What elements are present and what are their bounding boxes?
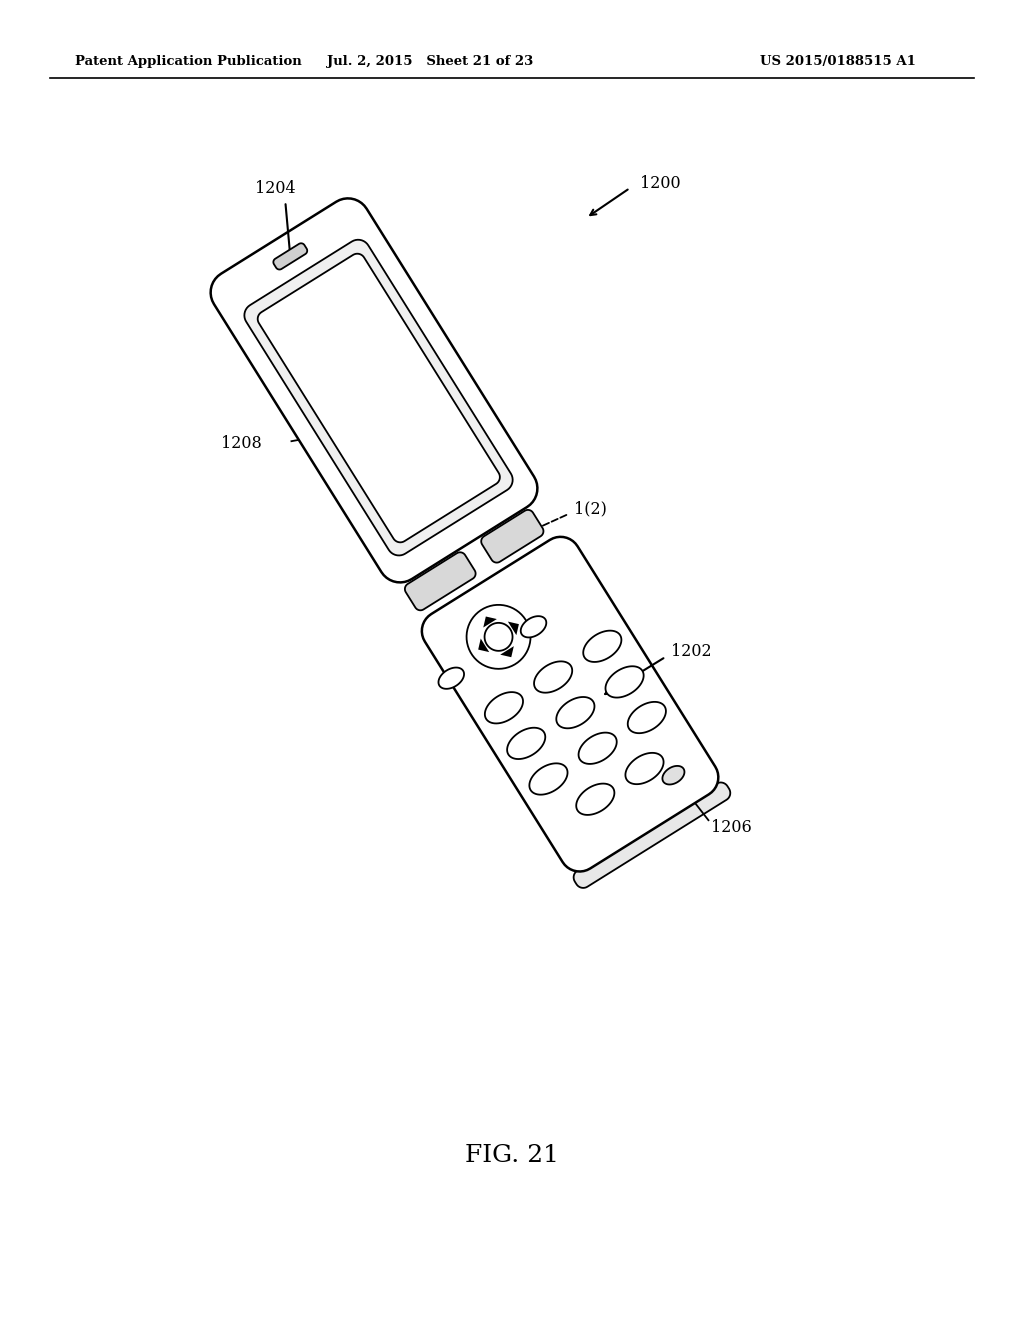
Polygon shape — [605, 667, 644, 697]
Polygon shape — [508, 622, 519, 635]
Polygon shape — [521, 616, 547, 638]
Polygon shape — [663, 766, 684, 784]
Polygon shape — [579, 733, 616, 764]
Text: 1200: 1200 — [640, 174, 681, 191]
Polygon shape — [484, 623, 513, 651]
Text: US 2015/0188515 A1: US 2015/0188515 A1 — [760, 55, 915, 69]
Polygon shape — [501, 647, 514, 657]
Polygon shape — [484, 692, 523, 723]
Polygon shape — [422, 537, 718, 871]
Polygon shape — [535, 661, 572, 693]
Polygon shape — [245, 240, 513, 556]
Text: 1202: 1202 — [671, 643, 712, 660]
Polygon shape — [211, 198, 538, 582]
Polygon shape — [529, 763, 567, 795]
Polygon shape — [507, 727, 545, 759]
Text: 1206: 1206 — [712, 818, 753, 836]
Text: Jul. 2, 2015   Sheet 21 of 23: Jul. 2, 2015 Sheet 21 of 23 — [327, 55, 534, 69]
Text: FIG. 21: FIG. 21 — [465, 1143, 559, 1167]
Polygon shape — [481, 510, 544, 562]
Polygon shape — [273, 243, 307, 269]
Polygon shape — [258, 253, 500, 543]
Polygon shape — [628, 702, 666, 733]
Polygon shape — [404, 552, 475, 610]
Text: 1204: 1204 — [255, 180, 296, 197]
Text: Patent Application Publication: Patent Application Publication — [75, 55, 302, 69]
Polygon shape — [478, 639, 489, 652]
Polygon shape — [438, 668, 464, 689]
Text: 1(2): 1(2) — [573, 500, 607, 517]
Polygon shape — [573, 783, 730, 888]
Polygon shape — [584, 631, 622, 661]
Text: 1208: 1208 — [221, 434, 262, 451]
Polygon shape — [467, 605, 530, 669]
Polygon shape — [577, 784, 614, 814]
Polygon shape — [556, 697, 595, 729]
Polygon shape — [483, 616, 497, 627]
Polygon shape — [626, 752, 664, 784]
